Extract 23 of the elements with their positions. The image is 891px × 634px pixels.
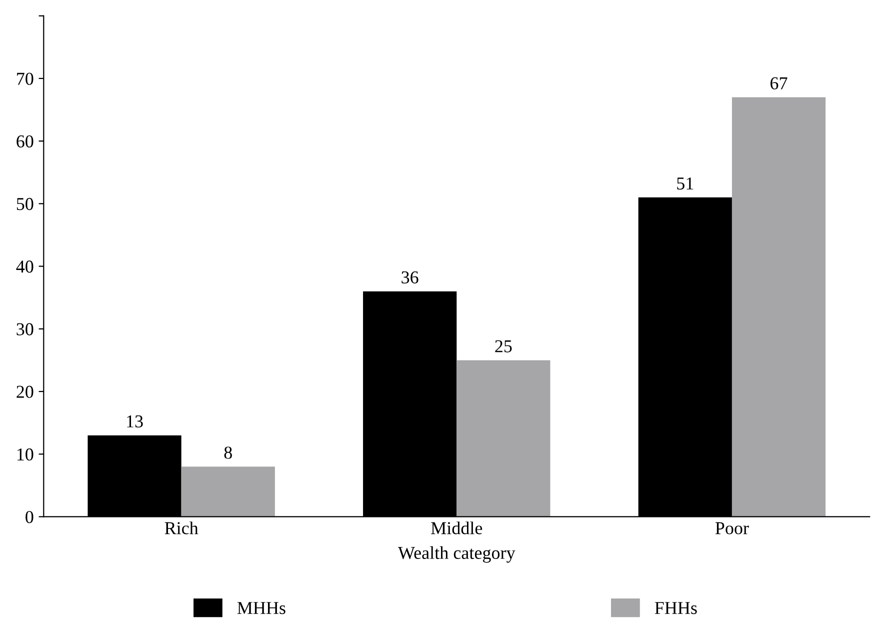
y-tick-label: 70 <box>17 72 34 85</box>
x-axis-title: Wealth category <box>398 546 516 563</box>
legend-label: MHHs <box>237 602 286 614</box>
y-tick-label: 0 <box>26 510 34 524</box>
y-tick-label: 10 <box>17 448 34 461</box>
x-tick-label: Middle <box>431 522 482 534</box>
x-tick-label: Rich <box>164 522 198 534</box>
bar <box>181 466 275 517</box>
data-label: 8 <box>224 446 232 459</box>
data-label: 13 <box>127 415 143 428</box>
legend-label: FHHs <box>654 602 697 614</box>
y-tick-label: 20 <box>16 386 34 398</box>
data-label: 25 <box>495 340 512 352</box>
data-label: 67 <box>770 77 788 90</box>
y-tick-label: 40 <box>16 260 34 273</box>
y-tick-label: 60 <box>16 135 34 148</box>
bar <box>732 97 826 517</box>
bar <box>456 360 550 517</box>
data-label: 51 <box>677 177 694 190</box>
x-tick-label: Poor <box>715 522 749 534</box>
y-tick-label: 50 <box>16 198 34 210</box>
data-label: 36 <box>402 271 418 284</box>
y-tick-label: 30 <box>16 323 34 336</box>
